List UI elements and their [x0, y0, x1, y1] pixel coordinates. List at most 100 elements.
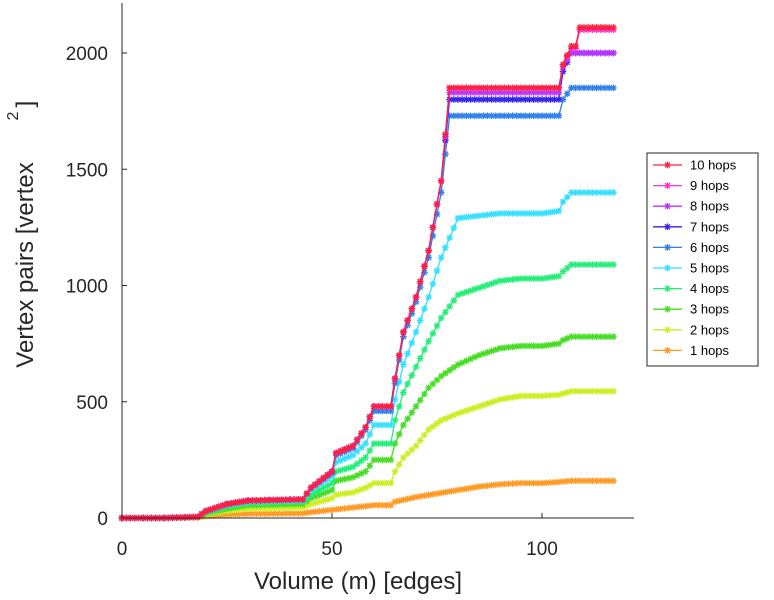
data-point	[454, 486, 462, 494]
data-point	[404, 415, 411, 423]
data-point	[353, 460, 361, 468]
marker-stroke	[396, 461, 403, 468]
marker-stroke	[362, 503, 369, 510]
marker-stroke	[543, 392, 550, 399]
marker-stroke	[408, 372, 415, 379]
marker-stroke	[442, 309, 449, 316]
marker-stroke	[450, 487, 457, 494]
marker-stroke	[555, 273, 562, 280]
data-point	[358, 457, 365, 464]
marker-stroke	[484, 482, 491, 489]
data-point	[416, 355, 424, 362]
marker-stroke	[329, 506, 335, 513]
marker-stroke	[421, 346, 428, 353]
data-point	[429, 280, 437, 288]
data-point	[345, 474, 353, 482]
marker-stroke	[488, 482, 495, 489]
marker-stroke	[316, 487, 323, 494]
data-point	[555, 112, 563, 120]
marker-stroke	[425, 426, 432, 433]
marker-stroke	[450, 297, 457, 304]
marker-stroke	[337, 505, 344, 512]
marker-stroke	[404, 496, 411, 502]
marker-stroke	[564, 478, 571, 485]
marker-stroke	[324, 482, 331, 489]
marker-stroke	[547, 274, 554, 281]
data-point	[404, 350, 411, 357]
data-point	[341, 475, 348, 483]
data-point	[450, 487, 458, 495]
marker-stroke	[539, 343, 545, 349]
data-point	[421, 390, 428, 398]
data-point	[408, 339, 416, 347]
marker-stroke	[417, 355, 424, 362]
marker-stroke	[547, 479, 554, 486]
marker-stroke	[438, 315, 445, 321]
marker-stroke	[320, 507, 327, 514]
marker-stroke	[333, 506, 340, 513]
marker-stroke	[312, 489, 319, 496]
marker-stroke	[341, 476, 348, 482]
data-point	[395, 403, 403, 410]
marker-stroke	[366, 431, 373, 438]
marker-stroke	[501, 481, 508, 487]
data-point	[387, 421, 395, 429]
marker-stroke	[446, 488, 453, 495]
data-point	[416, 437, 424, 444]
marker-stroke	[539, 275, 545, 282]
data-point	[387, 456, 395, 464]
data-point	[412, 363, 420, 371]
marker-stroke	[362, 440, 369, 447]
data-point	[362, 454, 369, 461]
data-point	[337, 476, 344, 484]
data-point	[366, 447, 374, 454]
data-point	[421, 346, 428, 354]
marker-stroke	[324, 507, 331, 514]
data-point	[408, 372, 416, 379]
marker-stroke	[354, 460, 361, 467]
data-point	[328, 479, 336, 487]
data-point	[555, 272, 563, 280]
marker-stroke	[417, 437, 424, 444]
marker-stroke	[261, 510, 268, 517]
data-point	[425, 293, 432, 301]
marker-stroke	[413, 363, 419, 370]
marker-stroke	[501, 395, 508, 402]
data-point	[408, 446, 416, 454]
marker-stroke	[509, 480, 516, 487]
marker-stroke	[413, 494, 419, 501]
marker-stroke	[434, 420, 440, 427]
marker-stroke	[358, 457, 365, 464]
marker-stroke	[555, 479, 562, 485]
marker-stroke	[560, 478, 566, 485]
data-point	[395, 497, 403, 505]
marker-stroke	[471, 484, 478, 491]
data-point	[358, 470, 365, 477]
series-layer	[118, 24, 617, 522]
marker-stroke	[316, 508, 323, 515]
data-point	[366, 482, 374, 489]
marker-stroke	[501, 344, 508, 351]
data-point	[496, 396, 504, 403]
marker-stroke	[392, 468, 398, 475]
marker-stroke	[497, 277, 503, 284]
data-point	[437, 314, 445, 322]
marker-stroke	[505, 276, 512, 283]
marker-stroke	[421, 391, 428, 397]
marker-stroke	[513, 480, 520, 487]
marker-stroke	[236, 511, 243, 518]
marker-stroke	[543, 342, 550, 349]
marker-stroke	[476, 483, 482, 490]
marker-stroke	[505, 395, 512, 401]
marker-stroke	[282, 510, 289, 517]
marker-stroke	[429, 330, 436, 337]
data-point	[433, 322, 441, 330]
data-point	[416, 396, 424, 404]
data-point	[421, 305, 428, 313]
marker-stroke	[446, 367, 453, 374]
data-point	[555, 96, 563, 103]
marker-stroke	[354, 504, 361, 511]
marker-stroke	[450, 364, 457, 371]
marker-stroke	[429, 491, 436, 498]
data-point	[391, 417, 399, 424]
